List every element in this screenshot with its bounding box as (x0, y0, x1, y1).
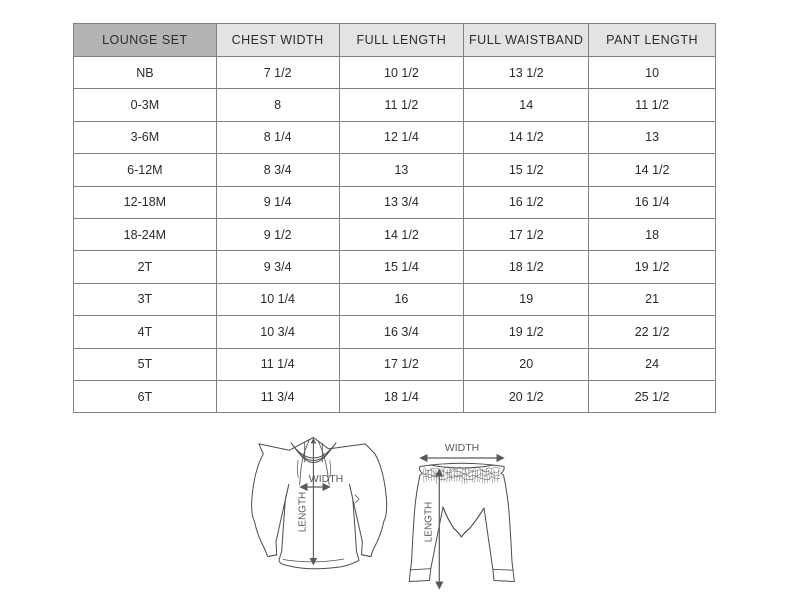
svg-text:WIDTH: WIDTH (445, 442, 479, 454)
svg-text:LENGTH: LENGTH (423, 502, 434, 543)
svg-text:LENGTH: LENGTH (297, 492, 308, 533)
svg-text:WIDTH: WIDTH (309, 473, 343, 485)
